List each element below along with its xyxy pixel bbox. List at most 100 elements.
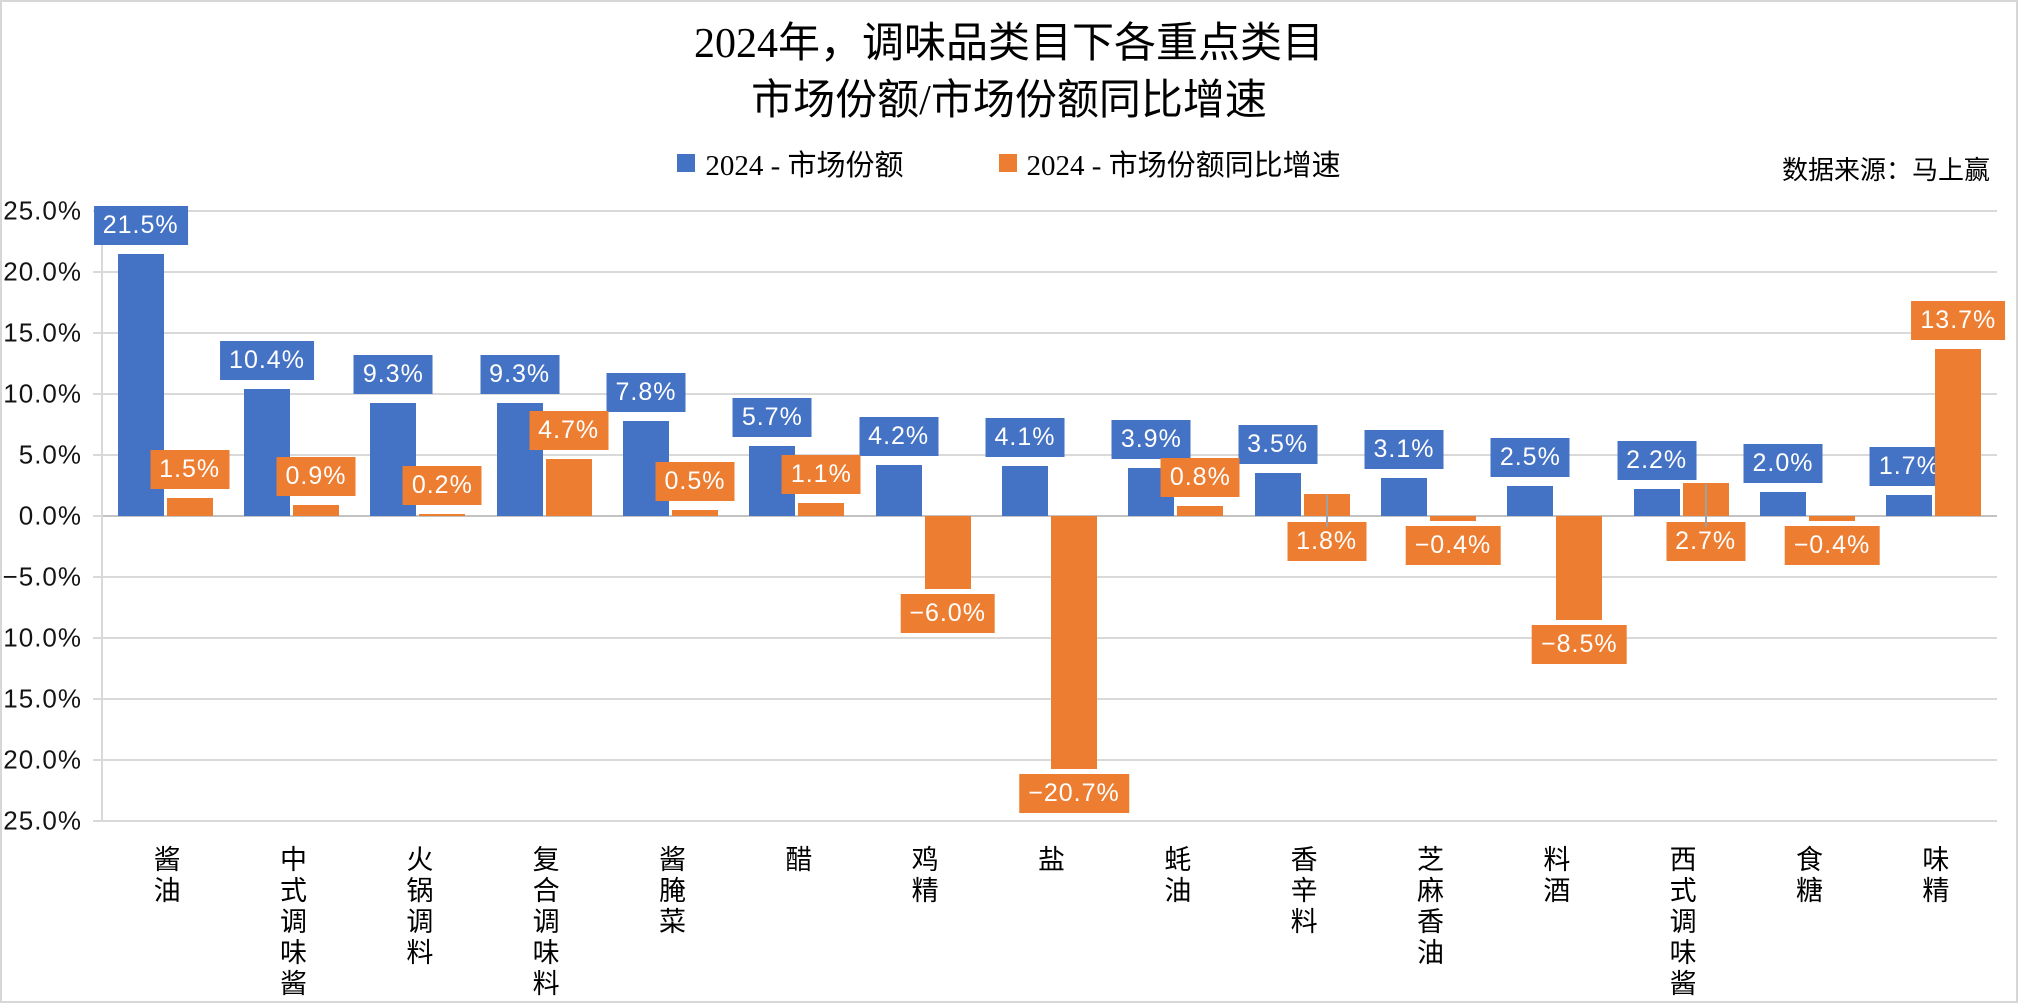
label-leader-line [1704,484,1707,527]
growth-bar [1177,506,1224,516]
axis-tick [93,576,102,578]
category-label: 盐 [1034,845,1064,876]
y-tick-label: 15.0% [3,317,82,348]
share-bar [244,389,290,516]
growth-bar [293,505,339,516]
axis-tick [93,759,102,761]
gridline [102,210,1997,212]
chart-title-line1: 2024年，调味品类目下各重点类目 [693,21,1324,67]
share-bar-label: 9.3% [353,354,433,394]
category-label: 蚝油 [1160,845,1191,907]
chart-title: 2024年，调味品类目下各重点类目 市场份额/市场份额同比增速 [2,16,2016,130]
share-bar [1002,465,1048,516]
gridline [102,820,1997,822]
growth-bar [166,497,213,516]
gridline [102,332,1997,334]
legend-swatch-share-icon [677,154,696,172]
axis-tick [93,698,102,700]
gridline [102,637,1997,639]
gridline [102,393,1997,395]
growth-bar-label: 0.5% [655,461,735,501]
growth-bar-label: 1.8% [1287,522,1367,561]
growth-bar-label: −6.0% [900,594,995,634]
growth-bar [1430,516,1476,521]
share-bar-label: 10.4% [220,341,314,381]
y-tick-label: −10.0% [2,622,82,653]
share-bar-label: 4.1% [985,417,1065,457]
share-bar-label: 7.8% [606,372,686,412]
source-note: 数据来源：马上赢 [1781,156,1990,185]
gridline [102,271,1997,273]
growth-bar-label: 13.7% [1911,300,2006,340]
growth-bar [1051,516,1097,769]
growth-bar-label: 0.8% [1160,458,1240,498]
growth-bar-label: 4.7% [529,410,609,450]
growth-bar [798,502,845,516]
axis-tick [93,454,102,456]
share-bar-label: 4.2% [859,416,939,456]
y-tick-label: −5.0% [2,561,82,592]
growth-bar-label: 1.5% [150,449,230,489]
zero-gridline [102,515,1997,517]
y-tick-label: 0.0% [18,500,82,531]
category-label: 料酒 [1539,845,1570,907]
legend-label-share: 2024 - 市场份额 [705,150,904,182]
chart-title-line2: 市场份额/市场份额同比增速 [751,78,1267,124]
growth-bar-label: 2.7% [1666,522,1746,561]
growth-bar [924,516,971,590]
growth-bar-label: −20.7% [1019,773,1129,813]
category-label: 火锅调料 [402,845,433,969]
growth-bar-label: −0.4% [1405,525,1501,565]
category-label: 西式调味酱 [1665,845,1696,1000]
growth-bar-label: −0.4% [1784,525,1880,565]
category-label: 复合调味料 [528,845,559,1000]
y-tick-label: −20.0% [2,744,82,775]
share-bar [1507,485,1554,516]
growth-bar-label: 0.9% [276,457,356,497]
axis-tick [93,332,102,334]
share-bar [1886,495,1933,516]
category-label: 味精 [1918,845,1949,907]
share-bar-label: 2.5% [1490,437,1570,477]
share-bar [1381,478,1427,516]
category-label: 酱腌菜 [655,845,685,938]
share-bar-label: 2.0% [1743,443,1823,483]
growth-bar-label: 0.2% [402,465,482,505]
axis-tick [93,393,102,395]
y-axis-line [101,210,103,822]
y-tick-label: 25.0% [3,195,82,226]
y-tick-label: −25.0% [2,805,82,836]
category-label: 香辛料 [1286,845,1317,938]
y-tick-label: 5.0% [18,439,82,470]
share-bar [1760,491,1806,516]
share-bar [1633,489,1680,516]
axis-tick [93,271,102,273]
category-label: 醋 [781,845,812,876]
category-label: 酱油 [149,845,180,907]
legend-item-share: 2024 - 市场份额 [677,142,904,184]
share-bar [1254,473,1301,516]
legend-item-growth: 2024 - 市场份额同比增速 [998,142,1341,184]
axis-tick [93,515,102,517]
growth-bar [1935,348,1982,516]
label-leader-line [1325,495,1328,527]
share-bar-label: 3.5% [1238,425,1318,465]
growth-bar [672,509,718,516]
growth-bar [1809,516,1855,521]
y-tick-label: −15.0% [2,683,82,714]
share-bar-label: 21.5% [93,205,188,245]
category-label: 中式调味酱 [276,845,306,1000]
share-bar-label: 9.3% [480,354,560,394]
gridline [102,576,1997,578]
growth-bar [545,458,592,516]
y-tick-label: 10.0% [3,378,82,409]
share-bar-label: 5.7% [732,398,812,438]
axis-tick [93,820,102,822]
growth-bar-label: 1.1% [781,454,861,494]
y-tick-label: 20.0% [3,256,82,287]
legend-label-growth: 2024 - 市场份额同比增速 [1026,150,1341,182]
gridline [102,698,1997,700]
share-bar-label: 3.9% [1111,420,1191,460]
category-label: 食糖 [1792,845,1822,907]
